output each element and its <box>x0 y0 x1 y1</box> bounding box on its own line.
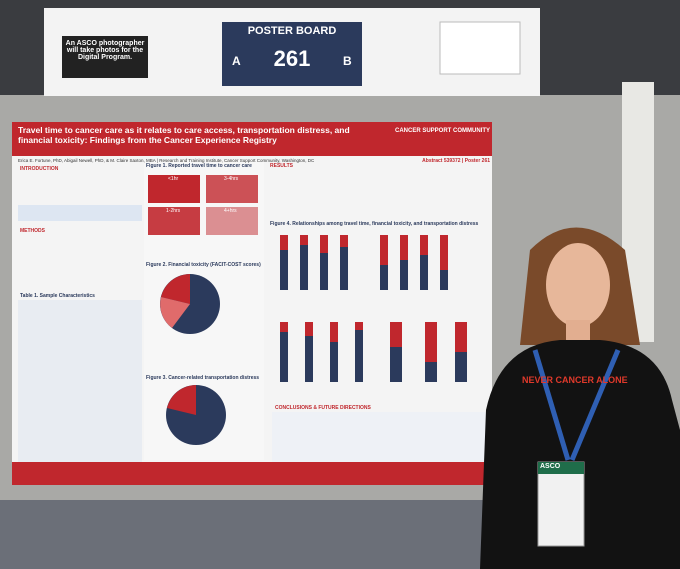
sign-number: 261 <box>273 46 311 71</box>
org: CANCER SUPPORT COMMUNITY <box>395 128 491 134</box>
figure-title: Figure 2. Financial toxicity (FACIT-COST… <box>146 262 261 268</box>
tile-label: 4+hrs <box>224 208 237 214</box>
heading: Table 1. Sample Characteristics <box>20 293 95 299</box>
sign-title: POSTER BOARD <box>247 25 337 37</box>
photographer-note: An ASCO photographer will take photos fo… <box>65 40 145 61</box>
sign-right: B <box>343 54 352 68</box>
abstract: Abstract 539372 | Poster 261 <box>422 158 490 164</box>
heading: METHODS <box>20 228 45 234</box>
figure-title: Figure 1. Reported travel time to cancer… <box>146 163 252 169</box>
tile-label: 3-4hrs <box>224 176 239 182</box>
heading: CONCLUSIONS & FUTURE DIRECTIONS <box>275 405 371 411</box>
badge: ASCO <box>540 463 561 470</box>
shirt-print: NEVER CANCER ALONE <box>522 375 628 385</box>
sign-left: A <box>232 54 241 68</box>
poster-title: Travel time to cancer care as it relates… <box>18 125 350 145</box>
heading: INTRODUCTION <box>20 166 59 172</box>
poster-authors: Erica E. Fortune, PhD, Abigail Newell, P… <box>18 158 315 163</box>
tile-label: 1-2hrs <box>166 208 181 214</box>
figure-title: Figure 3. Cancer-related transportation … <box>146 375 260 381</box>
tile-label: <1hr <box>168 176 179 182</box>
heading: RESULTS <box>270 163 293 169</box>
figure-title: Figure 4. Relationships among travel tim… <box>270 221 479 227</box>
